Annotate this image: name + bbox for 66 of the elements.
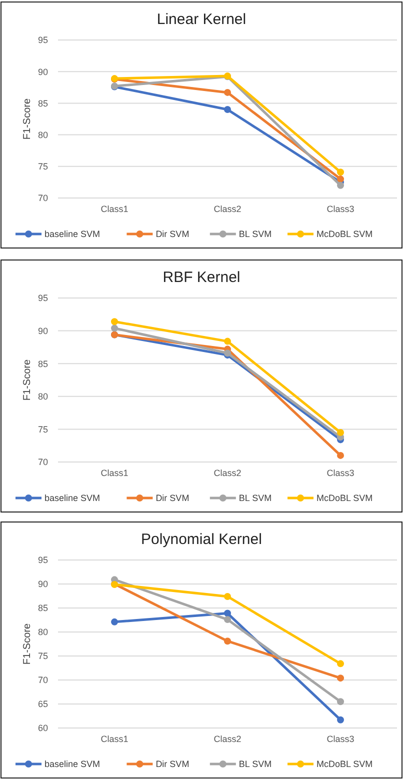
y-tick-label: 95 bbox=[38, 555, 48, 566]
legend-label: baseline SVM bbox=[44, 759, 100, 770]
point bbox=[337, 698, 344, 706]
y-tick-label: 60 bbox=[38, 723, 48, 734]
x-tick-label: Class2 bbox=[214, 734, 242, 744]
legend-label: BL SVM bbox=[238, 759, 272, 770]
x-tick-label: Class1 bbox=[100, 204, 128, 214]
x-tick-label: Class1 bbox=[100, 734, 128, 744]
point bbox=[337, 674, 344, 682]
point bbox=[111, 318, 118, 326]
x-tick-label: Class2 bbox=[214, 204, 242, 214]
legend-label: Dir SVM bbox=[156, 493, 190, 504]
point bbox=[337, 428, 344, 436]
point bbox=[337, 168, 344, 176]
point bbox=[337, 176, 344, 183]
y-tick-label: 70 bbox=[38, 193, 48, 204]
y-tick-label: 90 bbox=[38, 326, 48, 336]
legend-label: BL SVM bbox=[238, 229, 272, 240]
y-tick-label: 70 bbox=[38, 457, 48, 468]
legend-label: BL SVM bbox=[238, 493, 272, 504]
point bbox=[337, 716, 344, 724]
y-tick-label: 65 bbox=[38, 699, 48, 710]
y-tick-label: 80 bbox=[38, 130, 48, 140]
point bbox=[224, 106, 231, 114]
x-tick-label: Class3 bbox=[326, 734, 354, 744]
chart-title: Polynomial Kernel bbox=[141, 531, 262, 548]
legend-label: Dir SVM bbox=[156, 229, 190, 240]
chart-title: RBF Kernel bbox=[162, 269, 240, 286]
y-tick-label: 70 bbox=[38, 675, 48, 686]
point bbox=[224, 616, 231, 624]
y-tick-label: 95 bbox=[38, 293, 48, 304]
point bbox=[224, 88, 231, 96]
legend-label: Dir SVM bbox=[156, 759, 190, 770]
y-axis-title: F1-Score bbox=[22, 359, 33, 401]
y-axis-title: F1-Score bbox=[22, 98, 33, 140]
x-tick-label: Class3 bbox=[326, 204, 354, 214]
legend-label: baseline SVM bbox=[44, 493, 100, 504]
y-tick-label: 75 bbox=[38, 162, 48, 172]
point bbox=[224, 610, 231, 617]
point bbox=[337, 660, 344, 668]
y-tick-label: 75 bbox=[38, 424, 48, 434]
point bbox=[337, 452, 344, 459]
x-tick-label: Class2 bbox=[214, 468, 242, 478]
y-tick-label: 75 bbox=[38, 651, 48, 662]
y-tick-label: 80 bbox=[38, 627, 48, 638]
point bbox=[224, 638, 231, 645]
point bbox=[337, 182, 344, 189]
legend-label: McDoBL SVM bbox=[316, 759, 373, 770]
point bbox=[111, 324, 118, 332]
y-tick-label: 95 bbox=[38, 35, 48, 46]
y-tick-label: 90 bbox=[38, 66, 48, 77]
y-axis-title: F1-Score bbox=[22, 623, 33, 665]
y-tick-label: 85 bbox=[38, 98, 48, 108]
chart-title: Linear Kernel bbox=[156, 11, 246, 28]
legend-label: baseline SVM bbox=[44, 229, 100, 240]
point bbox=[111, 618, 118, 626]
x-tick-label: Class1 bbox=[100, 468, 128, 478]
point bbox=[224, 592, 231, 600]
y-tick-label: 85 bbox=[38, 358, 48, 369]
legend-label: McDoBL SVM bbox=[316, 229, 373, 240]
y-tick-label: 90 bbox=[38, 579, 48, 590]
y-tick-label: 85 bbox=[38, 603, 48, 614]
point bbox=[224, 338, 231, 345]
x-tick-label: Class3 bbox=[326, 468, 354, 478]
legend-label: McDoBL SVM bbox=[316, 493, 373, 504]
y-tick-label: 80 bbox=[38, 392, 48, 402]
